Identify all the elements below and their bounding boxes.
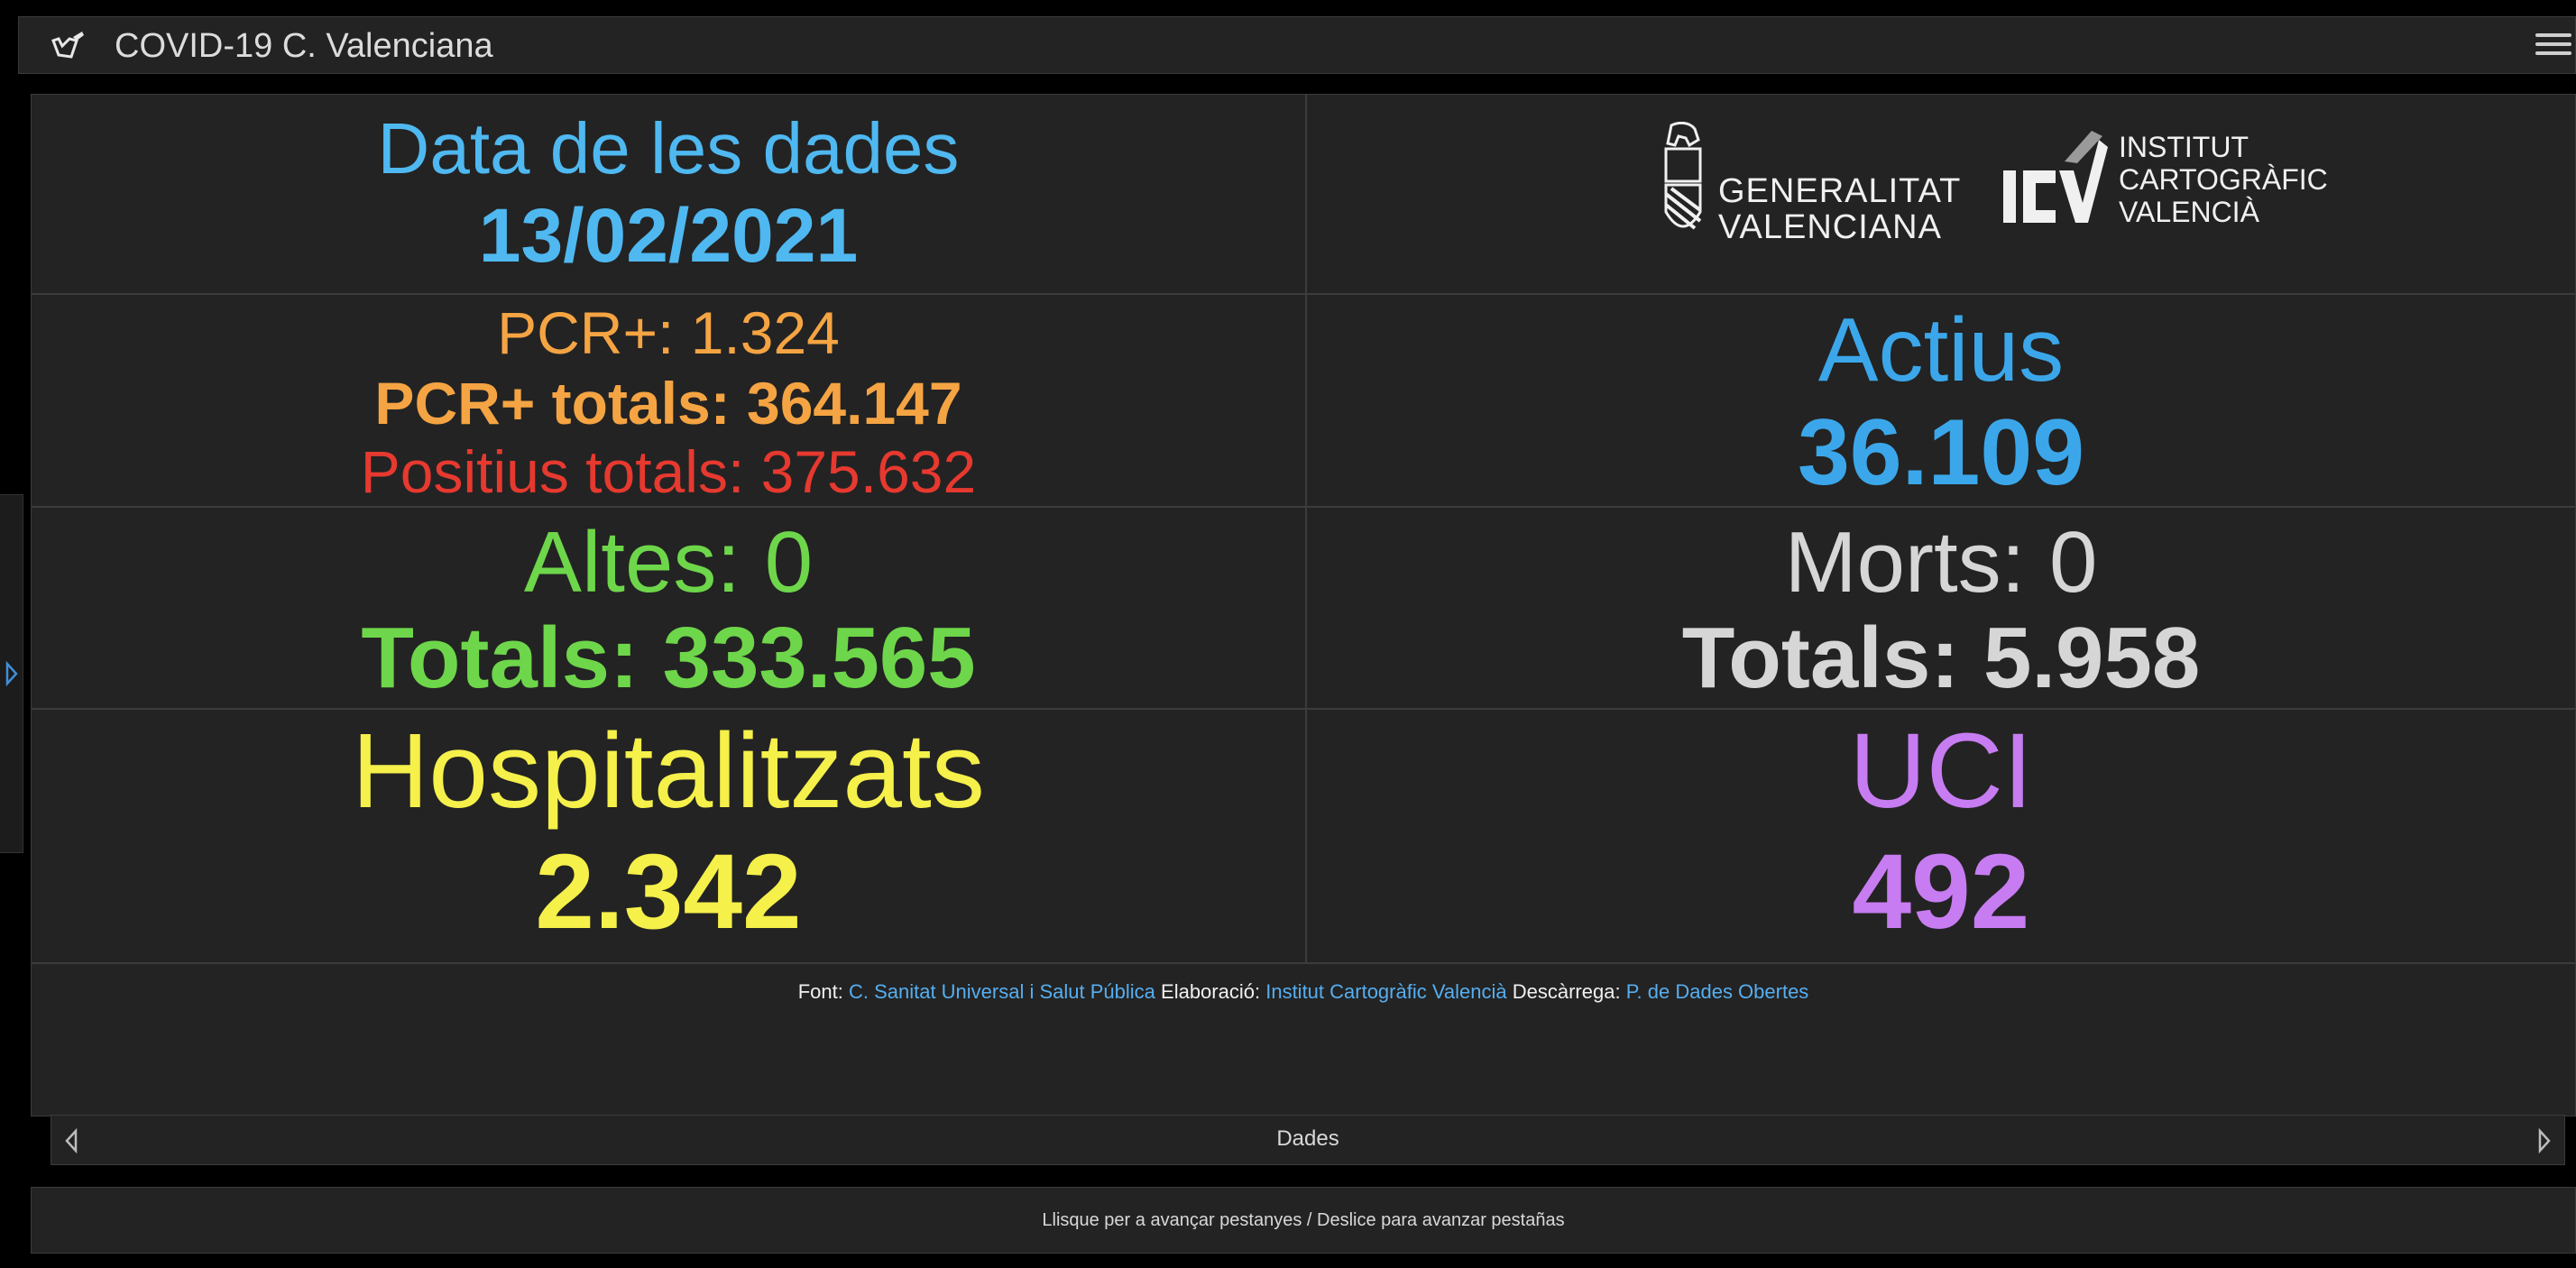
- uci-value: 492: [1852, 832, 2030, 951]
- morts-daily: Morts: 0: [1307, 513, 2575, 612]
- altes-daily-value: 0: [764, 514, 814, 611]
- elaboration-link[interactable]: Institut Cartogràfic Valencià: [1265, 980, 1507, 1003]
- side-panel-toggle[interactable]: [0, 494, 23, 853]
- pcr-total: PCR+ totals: 364.147: [32, 369, 1305, 437]
- morts-daily-value: 0: [2048, 514, 2098, 611]
- altes-daily-label: Altes:: [523, 514, 741, 611]
- icv-text-line3: VALENCIÀ: [2119, 196, 2259, 228]
- morts-total-value: 5.958: [1983, 610, 2201, 706]
- grid-divider: [32, 962, 2575, 964]
- grid-divider: [32, 293, 2575, 295]
- grid-divider: [1305, 95, 1307, 962]
- icv-logo: INSTITUT CARTOGRÀFIC VALENCIÀ: [2001, 131, 2328, 232]
- actius-cell: Actius 36.109: [1307, 295, 2575, 506]
- pcr-daily: PCR+: 1.324: [32, 299, 1305, 367]
- morts-total: Totals: 5.958: [1307, 609, 2575, 708]
- tab-pager: Dades: [51, 1115, 2565, 1165]
- generalitat-logo: GENERALITAT VALENCIANA: [1659, 122, 1960, 246]
- download-link[interactable]: P. de Dades Obertes: [1625, 980, 1809, 1003]
- source-label: Font:: [797, 980, 843, 1003]
- download-label: Descàrrega:: [1512, 980, 1621, 1003]
- altes-total: Totals: 333.565: [32, 609, 1305, 708]
- app-header: COVID-19 C. Valenciana: [18, 16, 2576, 74]
- elaboration-label: Elaboració:: [1161, 980, 1261, 1003]
- logos-cell: GENERALITAT VALENCIANA INSTITUT CARTOGRÀ…: [1307, 95, 2575, 293]
- next-tab-icon[interactable]: [2537, 1128, 2552, 1153]
- morts-cell: Morts: 0 Totals: 5.958: [1307, 508, 2575, 708]
- current-tab-label: Dades: [1276, 1126, 1339, 1151]
- grid-divider: [32, 506, 2575, 508]
- morts-total-label: Totals:: [1681, 610, 1960, 706]
- pcr-total-value: 364.147: [747, 370, 962, 436]
- altes-cell: Altes: 0 Totals: 333.565: [32, 508, 1305, 708]
- dashboard-panel: Data de les dades 13/02/2021 GENERALITAT…: [31, 94, 2576, 1116]
- positius-value: 375.632: [760, 438, 977, 505]
- grid-divider: [32, 708, 2575, 710]
- date-value: 13/02/2021: [478, 193, 859, 278]
- altes-daily: Altes: 0: [32, 513, 1305, 612]
- gva-text-line1: GENERALITAT: [1718, 172, 1962, 210]
- positius-total: Positius totals: 375.632: [32, 437, 1305, 506]
- hospital-title: Hospitalitzats: [352, 712, 985, 831]
- uci-title: UCI: [1849, 712, 2033, 831]
- swipe-hint: Llisque per a avançar pestanyes / Deslic…: [31, 1187, 2576, 1254]
- pcr-daily-label: PCR+:: [497, 299, 675, 366]
- chevron-right-icon: [5, 661, 18, 686]
- credits-line: Font: C. Sanitat Universal i Salut Públi…: [32, 980, 2575, 1004]
- gva-text-line2: VALENCIANA: [1718, 208, 1942, 246]
- date-title: Data de les dades: [377, 108, 960, 188]
- altes-total-label: Totals:: [361, 610, 639, 706]
- pcr-total-label: PCR+ totals:: [374, 370, 731, 436]
- morts-daily-label: Morts:: [1784, 514, 2026, 611]
- app-logo-icon: [51, 32, 84, 59]
- hospital-value: 2.342: [535, 832, 802, 951]
- actius-title: Actius: [1817, 299, 2065, 400]
- positius-label: Positius totals:: [360, 438, 745, 505]
- pcr-cell: PCR+: 1.324 PCR+ totals: 364.147 Positiu…: [32, 295, 1305, 506]
- source-link[interactable]: C. Sanitat Universal i Salut Pública: [848, 980, 1155, 1003]
- icv-mark-icon: [2003, 131, 2108, 223]
- hamburger-menu-icon[interactable]: [2535, 28, 2571, 64]
- actius-value: 36.109: [1797, 400, 2085, 505]
- uci-cell: UCI 492: [1307, 710, 2575, 962]
- icv-text-line2: CARTOGRÀFIC: [2119, 163, 2328, 196]
- generalitat-shield-icon: [1664, 122, 1702, 230]
- app-title: COVID-19 C. Valenciana: [115, 27, 493, 65]
- icv-text-line1: INSTITUT: [2119, 131, 2249, 163]
- hospital-cell: Hospitalitzats 2.342: [32, 710, 1305, 962]
- altes-total-value: 333.565: [662, 610, 976, 706]
- pcr-daily-value: 1.324: [690, 299, 840, 366]
- previous-tab-icon[interactable]: [64, 1128, 78, 1153]
- date-cell: Data de les dades 13/02/2021: [32, 95, 1305, 293]
